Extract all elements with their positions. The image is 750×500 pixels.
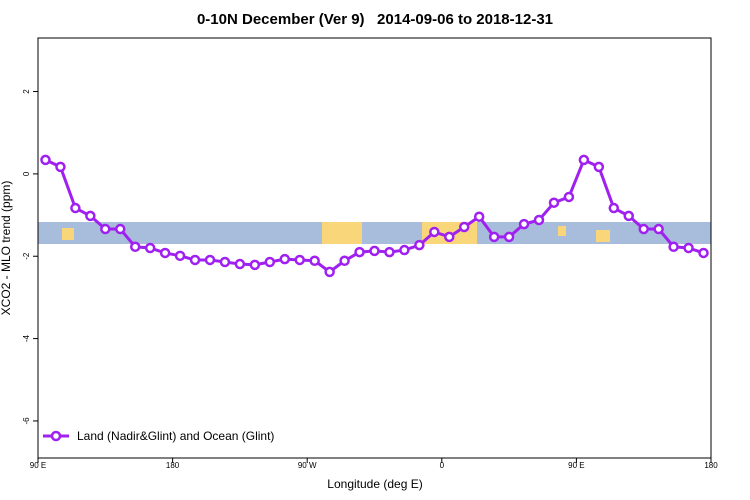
x-tick-label: 0 (440, 461, 445, 470)
data-point (503, 231, 515, 243)
land-patch (62, 228, 74, 240)
data-point (339, 255, 350, 267)
x-tick-label: 180 (704, 461, 718, 470)
x-tick-label: 90 W (298, 461, 317, 470)
data-point (369, 245, 380, 257)
data-point (55, 161, 66, 173)
data-point (563, 191, 575, 203)
data-point (429, 226, 440, 238)
data-point (174, 250, 186, 262)
data-point (309, 255, 320, 267)
x-tick-label: 90 E (568, 461, 584, 470)
data-point (458, 221, 470, 233)
data-point (414, 239, 425, 251)
data-point (70, 202, 81, 214)
data-point (399, 244, 410, 256)
y-tick-label: -4 (22, 334, 31, 342)
data-point (668, 241, 679, 253)
data-point (219, 256, 231, 268)
data-point (115, 223, 126, 235)
data-point (264, 256, 276, 268)
x-tick-label: 180 (166, 461, 180, 470)
data-point (608, 202, 620, 214)
data-point (129, 241, 141, 253)
data-point (518, 218, 530, 230)
chart-title: 0-10N December (Ver 9) 2014-09-06 to 201… (197, 11, 553, 28)
y-axis-label: XCO2 - MLO trend (ppm) (0, 181, 13, 316)
land-patch (558, 226, 566, 236)
data-point (279, 253, 291, 265)
ocean-band (38, 222, 711, 244)
data-point (578, 154, 590, 166)
data-point (204, 254, 216, 266)
y-tick-label: -6 (22, 417, 31, 425)
map-band (38, 222, 711, 244)
y-tick-label: -2 (22, 252, 31, 260)
data-point (548, 197, 560, 208)
legend-label: Land (Nadir&Glint) and Ocean (Glint) (77, 429, 274, 443)
data-point (159, 247, 171, 259)
x-axis-label: Longitude (deg E) (327, 477, 422, 491)
data-point (384, 246, 395, 258)
data-point (653, 223, 664, 235)
land-patch (322, 222, 362, 244)
data-point (100, 223, 111, 235)
data-point (249, 259, 261, 271)
data-point (473, 211, 485, 222)
x-tick-label: 90 E (30, 461, 46, 470)
data-point (85, 210, 96, 222)
data-point (324, 266, 335, 278)
data-point (444, 231, 455, 243)
plot-frame (37, 37, 712, 459)
data-point (638, 223, 649, 235)
data-point (533, 214, 545, 226)
data-point (234, 258, 246, 270)
y-tick-label: 2 (22, 89, 31, 94)
data-point (488, 231, 500, 243)
data-point (593, 161, 605, 173)
data-point (354, 246, 365, 258)
data-point (40, 154, 51, 166)
data-point (683, 242, 694, 254)
data-point (623, 210, 634, 222)
data-point (144, 242, 156, 254)
data-point (698, 247, 709, 259)
land-patch (596, 230, 610, 242)
data-point (189, 254, 201, 266)
y-tick-label: 0 (22, 171, 31, 176)
legend-marker (50, 430, 62, 442)
data-point (294, 254, 305, 266)
